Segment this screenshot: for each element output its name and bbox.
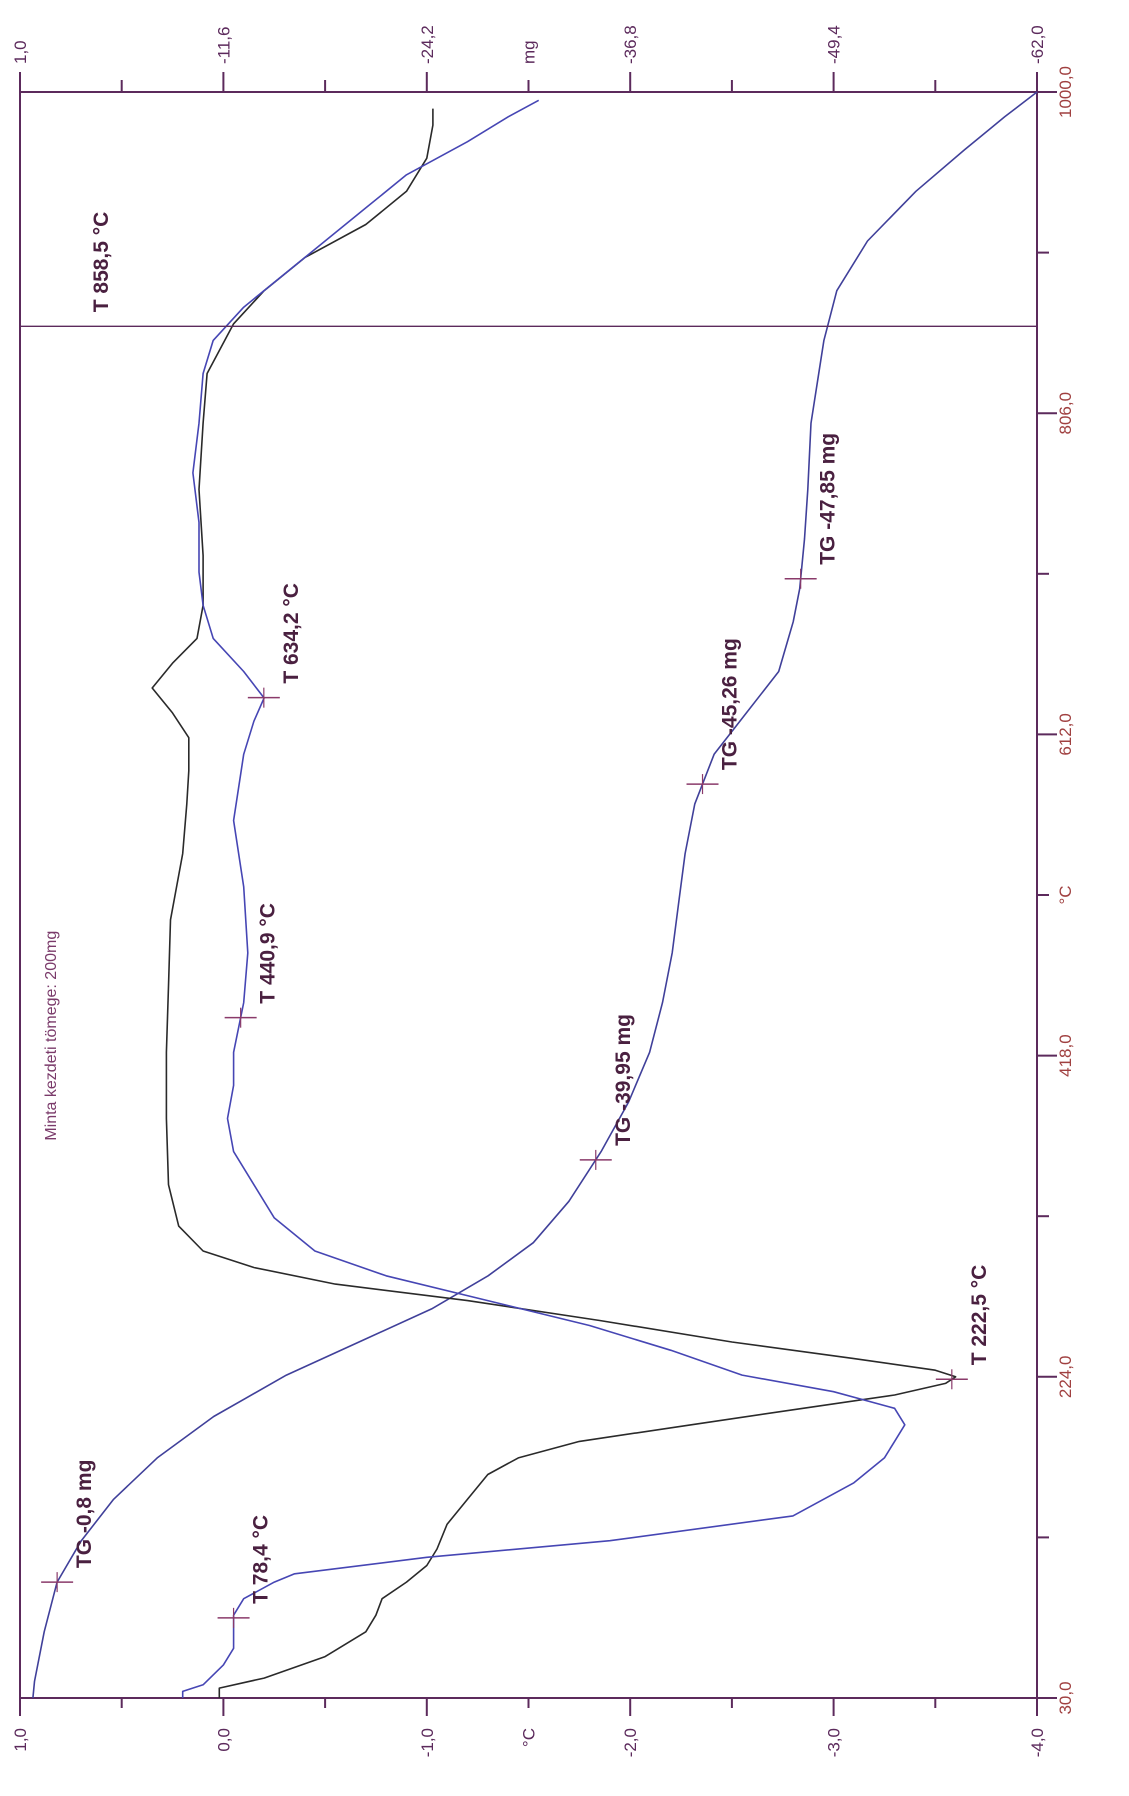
marker-label: TG -0,8 mg	[73, 1460, 96, 1569]
temperature-axis-unit-label: °C	[1056, 885, 1075, 904]
mass-axis-tick-label: -24,2	[418, 25, 437, 64]
marker-label: T 440,9 °C	[257, 903, 280, 1004]
mass-axis-unit-label: mg	[520, 40, 539, 64]
dta-curve	[151, 108, 957, 1698]
temperature-axis-tick-label: 612,0	[1056, 713, 1075, 756]
mass-axis-tick-label: -49,4	[825, 25, 844, 64]
temperature-axis-tick-label: 418,0	[1056, 1034, 1075, 1077]
marker-label: TG -39,95 mg	[612, 1014, 635, 1146]
dta-axis-tick-label: -3,0	[825, 1728, 844, 1757]
temperature-axis-tick-label: 806,0	[1056, 392, 1075, 435]
marker-label: T 222,5 °C	[968, 1265, 991, 1366]
sample-mass-annotation: Minta kezdeti tömege: 200mg	[43, 931, 60, 1141]
mass-axis-tick-label: -36,8	[621, 25, 640, 64]
cursor-label: T 858,5 °C	[90, 212, 113, 313]
dta-axis-unit-label: °C	[520, 1728, 539, 1747]
dta-axis-tick-label: -2,0	[621, 1728, 640, 1757]
mass-axis-tick-label: 1,0	[11, 40, 30, 64]
dtg-curve	[181, 99, 906, 1698]
marker-label: TG -47,85 mg	[817, 433, 840, 565]
dta-axis-tick-label: -1,0	[418, 1728, 437, 1757]
dta-axis-tick-label: -4,0	[1028, 1728, 1047, 1757]
tg-curve	[32, 91, 1038, 1699]
marker-label: TG -45,26 mg	[719, 638, 742, 770]
marker-label: T 634,2 °C	[280, 583, 303, 684]
temperature-axis-tick-label: 30,0	[1056, 1681, 1075, 1714]
temperature-axis-tick-label: 224,0	[1056, 1356, 1075, 1399]
mass-axis-tick-label: -62,0	[1028, 25, 1047, 64]
marker-label: T 78,4 °C	[250, 1515, 273, 1604]
dta-axis-tick-label: 0,0	[214, 1728, 233, 1752]
dta-axis-tick-label: 1,0	[11, 1728, 30, 1752]
temperature-axis-tick-label: 1000,0	[1056, 66, 1075, 118]
mass-axis-tick-label: -11,6	[214, 27, 233, 65]
